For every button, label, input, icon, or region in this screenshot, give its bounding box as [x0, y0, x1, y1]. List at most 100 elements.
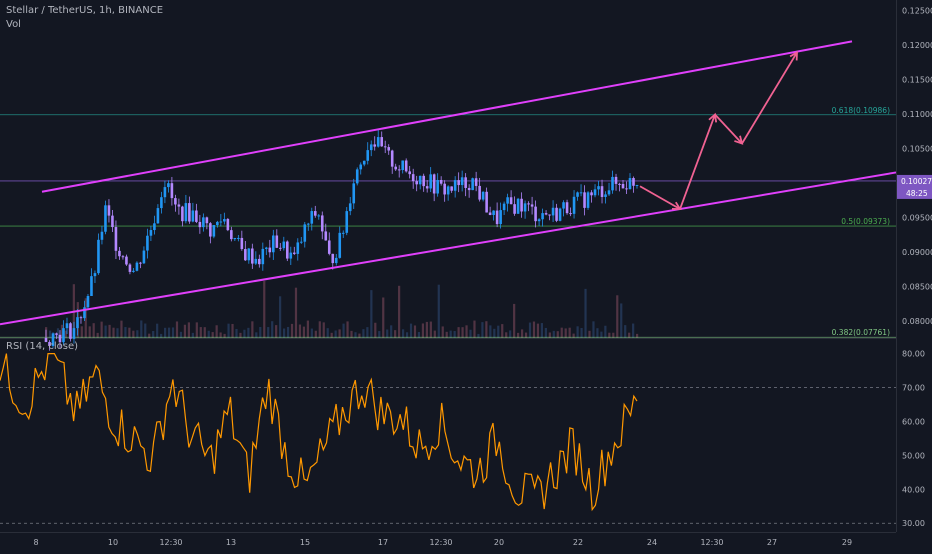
- candle-body: [83, 307, 86, 319]
- candle-body: [275, 235, 279, 248]
- volume-bar: [461, 327, 464, 338]
- candle-body: [341, 232, 345, 234]
- price-tick-label: 0.09500: [902, 213, 932, 222]
- volume-bar: [223, 333, 226, 338]
- volume-bar: [179, 331, 183, 338]
- current-price-label: 0.10027: [901, 177, 932, 186]
- candle-body: [446, 186, 450, 195]
- volume-bar: [290, 323, 294, 338]
- symbol-legend[interactable]: Stellar / TetherUS, 1h, BINANCE: [6, 5, 164, 16]
- volume-bar: [362, 329, 365, 338]
- volume-bar: [398, 285, 401, 338]
- price-tick-label: 0.10500: [902, 144, 932, 153]
- candle-body: [544, 213, 548, 215]
- candle-body: [418, 175, 422, 185]
- time-tick-label: 12:30: [159, 538, 182, 547]
- candle-body: [292, 252, 296, 254]
- candle-body: [555, 207, 558, 221]
- rsi-tick-label: 30.00: [902, 519, 925, 528]
- candle-body: [198, 221, 202, 228]
- volume-bar: [152, 330, 155, 338]
- volume-bar: [572, 333, 575, 338]
- volume-bar: [211, 332, 214, 338]
- volume-bar: [239, 332, 242, 338]
- candle-body: [146, 235, 149, 251]
- volume-bar: [394, 330, 397, 338]
- candle-body: [586, 192, 590, 208]
- candle-body: [415, 181, 418, 185]
- drawings[interactable]: [0, 40, 897, 326]
- volume-bar: [433, 330, 436, 338]
- candle-body: [167, 183, 170, 188]
- volume-bar: [564, 328, 567, 338]
- candle-body: [572, 196, 576, 214]
- candle-body: [443, 183, 446, 195]
- volume-legend[interactable]: Vol: [6, 19, 21, 30]
- candle-body: [212, 225, 216, 237]
- volume-bar: [517, 332, 520, 338]
- volume-bar: [314, 330, 317, 338]
- candle-body: [55, 333, 58, 335]
- volume-bar: [532, 321, 536, 338]
- volume-bar: [116, 328, 119, 338]
- candle-body: [422, 175, 425, 187]
- volume-bar: [501, 324, 504, 338]
- volume-bar: [279, 296, 282, 338]
- volume-bar: [298, 324, 302, 338]
- price-axis[interactable]: 0.08000 0.08500 0.09000 0.09500 0.10500 0.110…: [897, 6, 932, 528]
- volume-bar: [275, 325, 278, 338]
- candle-body: [621, 183, 625, 189]
- time-tick-label: 27: [767, 538, 777, 547]
- countdown-label: 48:25: [906, 189, 928, 198]
- volume-bar: [191, 332, 194, 338]
- volume-bar: [334, 330, 337, 338]
- candle-body: [282, 241, 286, 249]
- candle-body: [366, 150, 370, 161]
- candle-body: [48, 341, 51, 346]
- candle-body: [593, 189, 597, 196]
- candle-body: [296, 242, 300, 254]
- volume-bar: [263, 281, 266, 338]
- channel-lower-line: [0, 171, 897, 326]
- volume-bar: [80, 326, 83, 338]
- rsi-tick-label: 50.00: [902, 451, 925, 460]
- volume-bar: [592, 321, 595, 338]
- volume-bar: [60, 324, 64, 338]
- candle-body: [299, 241, 303, 243]
- candle-body: [226, 219, 230, 231]
- candle-body: [499, 210, 502, 225]
- volume-bar: [104, 325, 107, 338]
- candle-body: [285, 241, 289, 259]
- volume-bar: [421, 323, 425, 338]
- candle-body: [58, 334, 62, 343]
- volume-bar: [100, 321, 103, 338]
- arrow-head: [789, 50, 798, 61]
- volume-bar: [425, 321, 428, 338]
- volume-bar: [620, 303, 623, 338]
- candle-body: [632, 178, 635, 186]
- volume-bar: [465, 325, 468, 338]
- volume-bar: [219, 332, 222, 338]
- rsi-legend[interactable]: RSI (14, close): [6, 341, 79, 352]
- volume-bar: [505, 332, 508, 338]
- volume-bar: [350, 330, 353, 338]
- volume-bar: [596, 328, 599, 338]
- candle-body: [614, 176, 618, 184]
- candle-body: [635, 184, 639, 186]
- rsi-line: [0, 353, 638, 512]
- volume-bar: [374, 322, 377, 338]
- volume-bar: [96, 332, 99, 338]
- candle-body: [387, 147, 391, 151]
- volume-bar: [140, 320, 143, 338]
- volume-bar: [588, 330, 591, 338]
- volume-bar: [215, 325, 218, 338]
- candle-body: [261, 248, 265, 265]
- volume-bar: [636, 333, 639, 338]
- candle-body: [317, 215, 321, 217]
- candle-body: [611, 176, 614, 191]
- time-axis[interactable]: 8 10 12:30 13 15 17 12:30 20 22 24 12:30 27 29: [33, 538, 852, 547]
- volume-bar: [322, 322, 325, 338]
- candle-body: [597, 186, 600, 190]
